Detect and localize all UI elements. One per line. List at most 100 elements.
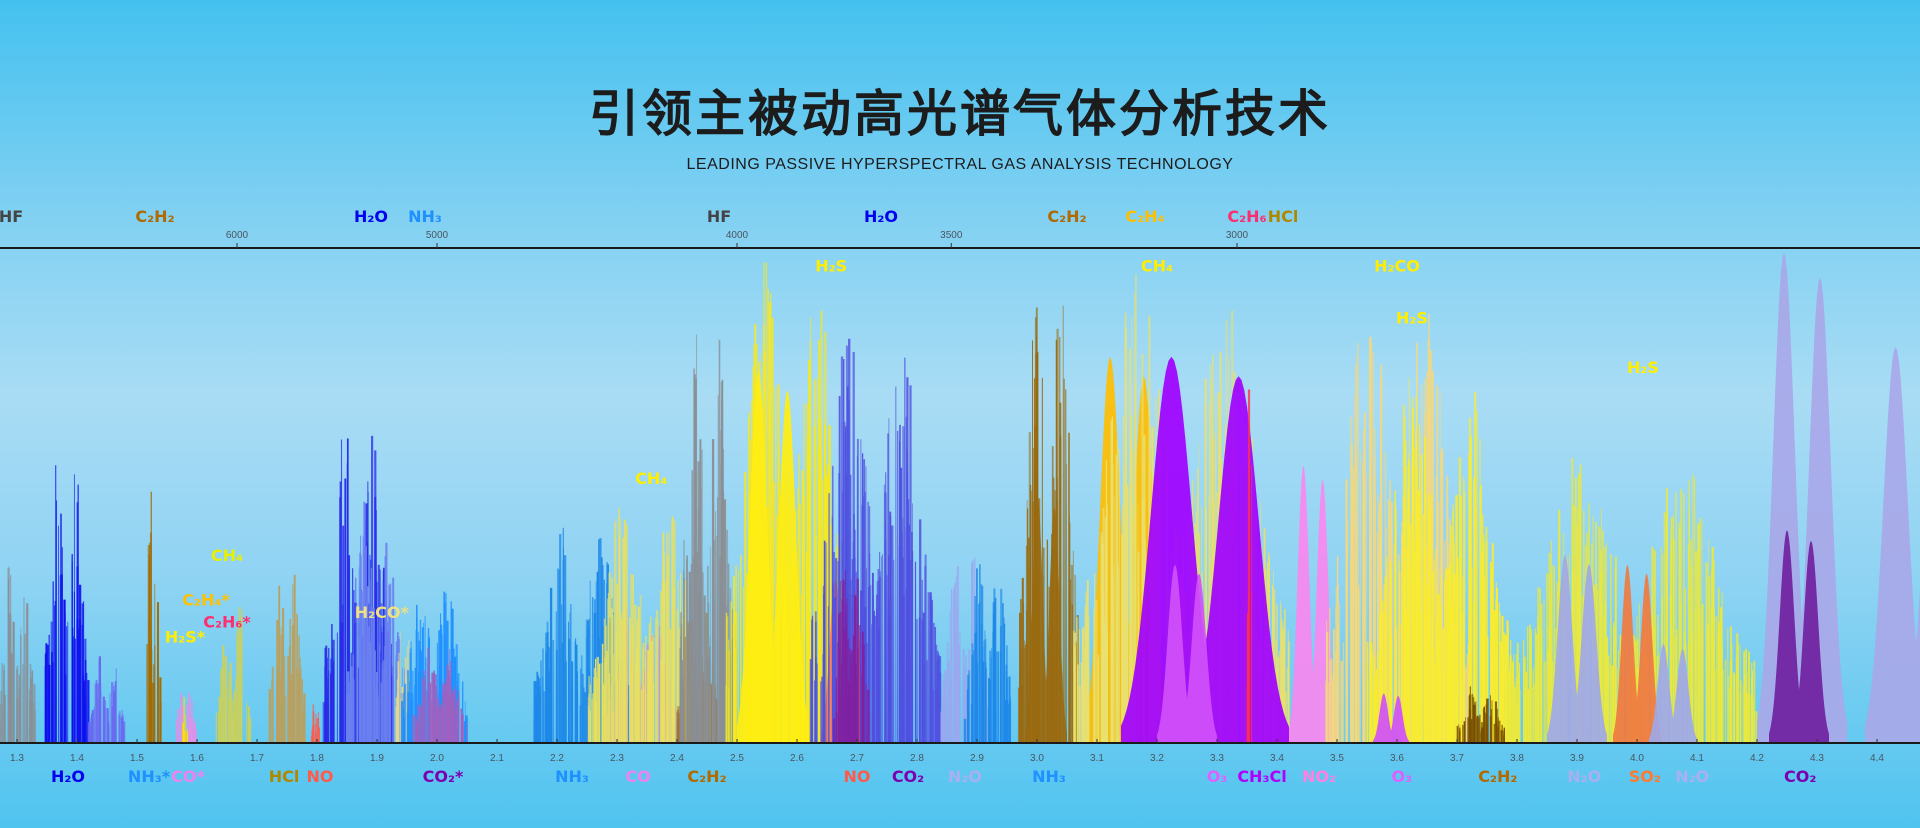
band-h2s — [737, 371, 809, 743]
band-nh3 — [963, 564, 1012, 743]
bottom-tick-label: 1.8 — [310, 753, 324, 764]
gas-label-top_labels: HF — [707, 207, 731, 226]
bottom-tick-label: 3.7 — [1450, 753, 1464, 764]
gas-label-top_labels: HF — [0, 207, 23, 226]
bottom-tick-label: 2.8 — [910, 753, 924, 764]
bottom-tick-label: 4.4 — [1870, 753, 1884, 764]
band-envelope — [1289, 465, 1337, 743]
band-c2h2 — [1025, 495, 1067, 743]
band-envelope — [1547, 554, 1607, 743]
bottom-tick-label: 3.6 — [1390, 753, 1404, 764]
gas-label-inner_labels: C₂H₄* — [182, 590, 230, 609]
bottom-tick-label: 1.3 — [10, 753, 24, 764]
band-hf — [0, 566, 36, 743]
band-envelope — [737, 371, 809, 743]
gas-label-bottom_labels: NO — [307, 767, 334, 786]
axes: 1.3 1.4 1.5 1.6 1.7 1.8 1.9 2.0 2.1 2.2 2.3 2.4 2.5 2… — [10, 230, 1884, 764]
bottom-tick-label: 3.8 — [1510, 753, 1524, 764]
bottom-tick-label: 2.7 — [850, 753, 864, 764]
band-envelope — [1865, 347, 1920, 743]
gas-label-bottom_labels: N₂O — [1567, 767, 1601, 786]
gas-label-bottom_labels: NH₃ — [1032, 767, 1066, 786]
band-no2 — [1289, 465, 1337, 743]
band-ch4 — [215, 606, 252, 743]
bottom-tick-label: 3.3 — [1210, 753, 1224, 764]
gas-label-top_labels: NH₃ — [408, 207, 442, 226]
bottom-tick-label: 2.3 — [610, 753, 624, 764]
band-o3 — [1157, 564, 1217, 743]
bottom-tick-label: 1.9 — [370, 753, 384, 764]
gas-label-top_labels: H₂O — [864, 207, 898, 226]
top-tick-label: 6000 — [226, 230, 249, 241]
bottom-tick-label: 2.2 — [550, 753, 564, 764]
top-tick-label: 3500 — [940, 230, 963, 241]
bottom-tick-label: 2.5 — [730, 753, 744, 764]
gas-label-top_labels: C₂H₆ — [1227, 207, 1266, 226]
gas-label-bottom_labels: N₂O — [948, 767, 982, 786]
bottom-tick-label: 2.4 — [670, 753, 684, 764]
band-envelope — [1373, 693, 1409, 743]
gas-label-top_labels: C₂H₄ — [1125, 207, 1164, 226]
band-so2 — [1613, 564, 1661, 743]
gas-label-bottom_labels: HCl — [269, 767, 300, 786]
top-tick-label: 3000 — [1226, 230, 1249, 241]
bottom-tick-label: 3.4 — [1270, 753, 1284, 764]
gas-label-bottom_labels: CO* — [171, 767, 205, 786]
band-c2h2 — [1456, 686, 1506, 743]
bottom-tick-label: 3.0 — [1030, 753, 1044, 764]
gas-label-inner_labels: H₂S — [1396, 308, 1428, 327]
band-h2o — [44, 465, 90, 743]
gas-label-inner_labels: CH₄ — [1141, 256, 1173, 275]
top-tick-label: 4000 — [726, 230, 749, 241]
bottom-tick-label: 2.0 — [430, 753, 444, 764]
bottom-tick-label: 1.7 — [250, 753, 264, 764]
band-n2o — [1547, 554, 1607, 743]
gas-label-bottom_labels: O₃ — [1391, 767, 1412, 786]
gas-label-bottom_labels: N₂O — [1675, 767, 1709, 786]
gas-label-top_labels: HCl — [1268, 207, 1299, 226]
gas-label-bottom_labels: NH₃ — [555, 767, 589, 786]
band-o3 — [1373, 693, 1409, 743]
gas-label-inner_labels: H₂S — [815, 256, 847, 275]
band-h2s — [182, 697, 189, 743]
bottom-tick-label: 2.9 — [970, 753, 984, 764]
bottom-tick-label: 3.2 — [1150, 753, 1164, 764]
gas-label-bottom_labels: NH₃* — [128, 767, 171, 786]
bottom-tick-label: 1.5 — [130, 753, 144, 764]
band-hcl — [268, 574, 306, 743]
gas-label-bottom_labels: H₂O — [51, 767, 85, 786]
gas-label-bottom_labels: CO — [625, 767, 650, 786]
spectral-bands — [0, 252, 1920, 743]
gas-label-top_labels: C₂H₂ — [135, 207, 174, 226]
gas-label-inner_labels: H₂CO — [1374, 256, 1420, 275]
band-co2 — [1769, 530, 1829, 743]
bottom-tick-label: 2.1 — [490, 753, 504, 764]
bottom-tick-label: 4.0 — [1630, 753, 1644, 764]
band-hf — [679, 334, 737, 743]
gas-label-bottom_labels: C₂H₂ — [687, 767, 726, 786]
bottom-tick-label: 2.6 — [790, 753, 804, 764]
gas-label-bottom_labels: O₃ — [1207, 767, 1228, 786]
band-envelope — [1025, 495, 1067, 743]
gas-label-bottom_labels: NO₂ — [1302, 767, 1336, 786]
gas-label-bottom_labels: C₂H₂ — [1478, 767, 1517, 786]
bottom-tick-label: 3.1 — [1090, 753, 1104, 764]
gas-label-inner_labels: H₂S* — [165, 628, 206, 647]
gas-label-bottom_labels: NO — [844, 767, 871, 786]
band-envelope — [1769, 530, 1829, 743]
band-no — [310, 704, 320, 743]
gas-label-inner_labels: H₂S — [1627, 358, 1659, 377]
band-co2 — [412, 647, 468, 743]
gas-label-inner_labels: CH₄ — [211, 546, 243, 565]
band-co2 — [833, 570, 870, 743]
band-c2h6 — [1246, 389, 1253, 743]
gas-label-top_labels: H₂O — [354, 207, 388, 226]
gas-label-bottom_labels: CO₂ — [1784, 767, 1816, 786]
band-envelope — [1157, 564, 1217, 743]
band-n2o — [1649, 644, 1697, 743]
gas-label-bottom_labels: CO₂ — [892, 767, 924, 786]
gas-label-top_labels: C₂H₂ — [1047, 207, 1086, 226]
bottom-tick-label: 3.5 — [1330, 753, 1344, 764]
